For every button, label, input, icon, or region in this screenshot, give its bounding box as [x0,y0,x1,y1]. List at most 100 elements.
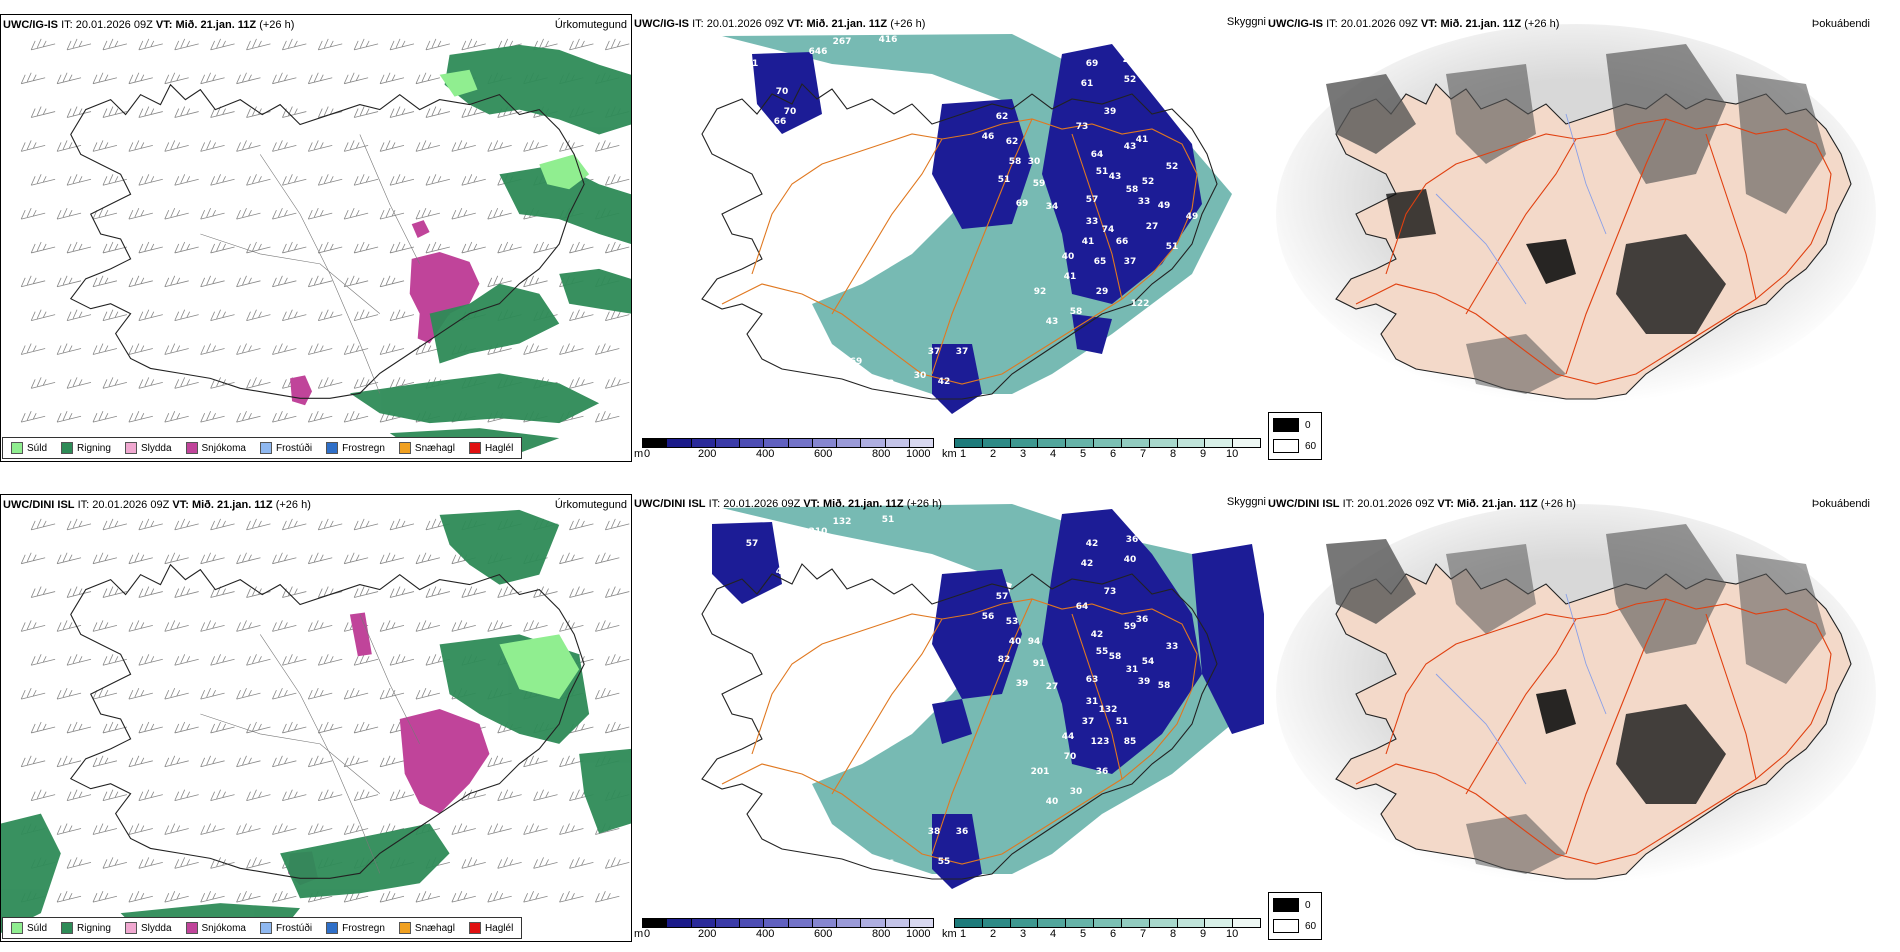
cloud-base-value: 51 [1166,242,1179,252]
row2-visibility-colorbar: km 1 2 3 4 5 6 7 8 9 10 [942,918,1262,952]
row1-precip-rivers [200,134,420,394]
cloud-base-value: 36 [882,859,895,869]
cloud-base-value: 30 [1070,787,1083,797]
cloud-base-value: 646 [809,47,828,57]
cloud-base-value: 63 [1086,675,1099,685]
height-tick: 800 [872,928,891,940]
height-tick: 200 [698,448,717,460]
row2-fog-title: UWC/DINI ISL IT: 20.01.2026 09Z VT: Mið.… [1268,498,1576,510]
height-colorbar-unit: m [634,928,644,940]
row2-cloud-panel: 57 49 55 208 210 132 51 42 36 42 40 73 64 36 59 42 58 55 6… [632,494,1266,942]
cloud-base-value: 39 [1138,677,1151,687]
height-color-cell [885,919,910,927]
cloud-base-value: 58 [1126,185,1139,195]
height-color-cell [909,439,933,447]
legend-swatch [124,442,137,454]
cloud-base-value: 29 [1096,287,1109,297]
visibility-tick: 6 [1110,928,1117,940]
row2-precip-map [1,509,631,934]
visibility-colorbar-unit: km [942,448,957,460]
fog-legend-value: 0 [1305,420,1311,431]
height-color-cell [788,439,813,447]
legend-item-sleet: Slydda [124,922,172,934]
row2-precip-panel: UWC/DINI ISL IT: 20.01.2026 09Z VT: Mið.… [0,494,632,942]
legend-item-rain: Rigning [61,442,111,454]
height-tick: 200 [698,928,717,940]
cloud-base-value: 37 [1082,717,1095,727]
cloud-base-value: 52 [1124,75,1137,85]
visibility-color-cell [982,439,1011,447]
height-color-cell [740,439,765,447]
cloud-base-value: 58 [1070,307,1083,317]
legend-swatch [124,922,137,934]
legend-item-snow-pellets: Snæhagl [398,442,455,454]
height-color-cell [861,439,886,447]
height-color-cell [715,919,740,927]
legend-swatch [326,922,339,934]
cloud-base-value: 52 [1166,162,1179,172]
height-color-cell [643,439,668,447]
visibility-tick: 2 [990,928,997,940]
cloud-base-value: 267 [833,37,852,47]
visibility-color-cell [1177,919,1206,927]
row1-fog-rivers [1435,113,1607,305]
row2-height-colorbar: m 0 200 400 600 800 1000 [634,918,934,952]
cloud-base-value: 70 [1064,752,1077,762]
row2-precip-legend: Súld Rigning Slydda Snjókoma Frostúði Fr… [2,917,523,939]
height-color-cell [885,439,910,447]
visibility-color-cell [1205,439,1234,447]
row1-cloud-blue-area [752,44,1202,414]
row1-fog-map [1276,24,1876,404]
visibility-color-cell [1121,439,1150,447]
cloud-base-value: 30 [1028,157,1041,167]
visibility-color-cell [1066,919,1095,927]
cloud-base-value: 64 [1091,150,1104,160]
legend-swatch [326,442,339,454]
cloud-base-value: 41 [1136,135,1149,145]
cloud-base-value: 132 [1099,705,1118,715]
cloud-base-value: 55 [784,587,797,597]
cloud-base-value: 416 [879,35,898,45]
legend-swatch [259,922,272,934]
cloud-base-value: 46 [982,132,995,142]
cloud-base-value: 27 [1146,222,1159,232]
cloud-base-value: 57 [996,592,1009,602]
cloud-base-value: 36 [820,345,833,355]
row1-fog-dark-area [1326,44,1826,394]
row2-fog-panel: UWC/DINI ISL IT: 20.01.2026 09Z VT: Mið.… [1266,494,1900,942]
height-color-cell [691,439,716,447]
cloud-base-value: 85 [1124,737,1137,747]
cloud-base-value: 94 [1028,637,1041,647]
fog-legend-white-swatch [1273,919,1299,933]
visibility-color-cell [1010,919,1039,927]
cloud-base-value: 59 [1124,622,1137,632]
cloud-base-value: 33 [1138,197,1151,207]
row2-precip-rivers [200,614,420,874]
cloud-base-value: 70 [784,107,797,117]
legend-item-freezing-rain: Frostregn [326,922,385,934]
fog-legend-black-swatch [1273,418,1299,432]
visibility-color-cell [1233,439,1260,447]
cloud-base-value: 37 [928,347,941,357]
legend-swatch [398,922,411,934]
cloud-base-value: 57 [746,539,759,549]
legend-item-hail: Haglél [468,442,513,454]
cloud-base-value: 49 [776,567,789,577]
row1-precip-panel: UWC/IG-IS IT: 20.01.2026 09Z VT: Mið. 21… [0,14,632,462]
visibility-tick: 3 [1020,928,1027,940]
row1-visibility-colorbar: km 1 2 3 4 5 6 7 8 9 10 [942,438,1262,472]
legend-item-freezing-rain: Frostregn [326,442,385,454]
row1-fog-roads [1355,118,1832,385]
cloud-base-value: 49 [1186,212,1199,222]
cloud-base-value: 219 [1123,55,1142,65]
height-color-cell [643,919,668,927]
visibility-color-cell [1121,919,1150,927]
visibility-color-cell [982,919,1011,927]
cloud-base-value: 36 [1126,535,1139,545]
cloud-base-value: 73 [1104,587,1117,597]
height-color-cell [764,919,789,927]
cloud-base-value: 36 [1096,767,1109,777]
cloud-base-value: 58 [1009,157,1022,167]
cloud-base-value: 82 [998,655,1011,665]
